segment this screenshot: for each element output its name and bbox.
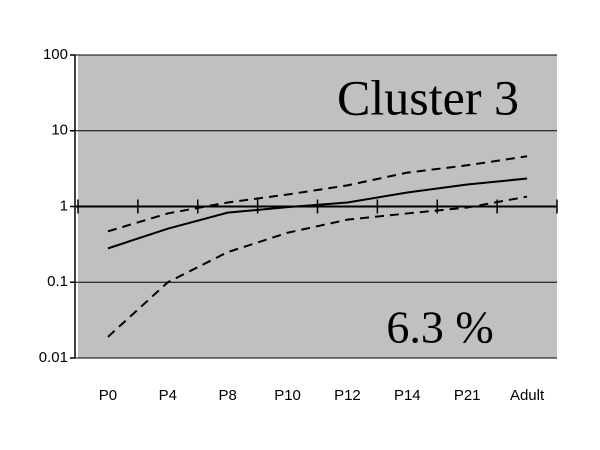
x-tick-label: P8 (219, 387, 237, 404)
series-line (107, 177, 528, 250)
annotation: Cluster 3 (337, 69, 519, 125)
x-tick-label: P14 (394, 387, 421, 404)
annotation: 6.3 % (386, 302, 493, 353)
y-tick-label: 1 (60, 197, 68, 214)
y-tick-label: 10 (51, 122, 68, 139)
y-tick-label: 100 (43, 46, 68, 63)
y-tick-label: 0.1 (47, 273, 68, 290)
y-tick-label: 0.01 (39, 349, 68, 366)
series-line (107, 195, 528, 338)
series-line (107, 155, 528, 233)
x-tick-label: P0 (99, 387, 117, 404)
x-tick-label: P12 (334, 387, 361, 404)
x-tick-label: Adult (510, 387, 545, 404)
x-tick-label: P10 (274, 387, 301, 404)
x-tick-label: P4 (159, 387, 177, 404)
x-tick-label: P21 (454, 387, 481, 404)
